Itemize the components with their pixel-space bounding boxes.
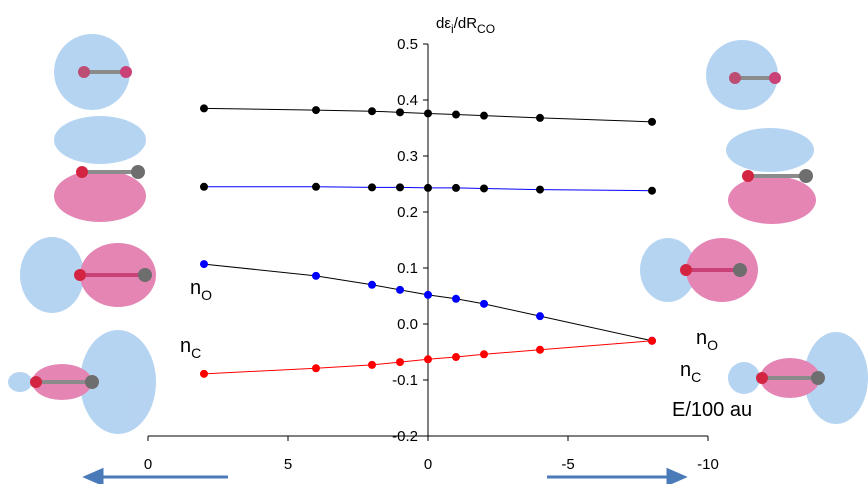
data-point xyxy=(648,117,656,126)
arrows xyxy=(82,467,688,484)
data-point xyxy=(480,350,488,359)
data-point xyxy=(536,185,544,194)
data-point xyxy=(312,182,320,191)
y-tick-label: -0.1 xyxy=(392,372,418,389)
data-point xyxy=(452,294,460,303)
data-point xyxy=(396,358,404,367)
data-point xyxy=(452,183,460,192)
data-point xyxy=(424,109,432,118)
annotation: E/100 au xyxy=(672,399,752,421)
data-point xyxy=(396,108,404,117)
data-point xyxy=(648,336,656,345)
data-point xyxy=(368,360,376,369)
data-point xyxy=(312,271,320,280)
data-point xyxy=(200,369,208,378)
y-tick-label: -0.2 xyxy=(392,428,418,445)
y-tick-label: 0.4 xyxy=(397,92,418,109)
data-point xyxy=(368,183,376,192)
orbital-images xyxy=(8,34,868,434)
data-point xyxy=(452,353,460,362)
annotation: nC xyxy=(680,359,701,385)
data-point xyxy=(200,182,208,191)
x-tick-label: 5 xyxy=(284,456,292,473)
data-point xyxy=(452,110,460,119)
data-point xyxy=(368,107,376,116)
data-point xyxy=(368,280,376,289)
data-point xyxy=(480,299,488,308)
x-tick-label: 0 xyxy=(424,456,432,473)
data-point xyxy=(200,260,208,269)
data-point xyxy=(396,285,404,294)
x-tick-label: -10 xyxy=(697,456,719,473)
data-point xyxy=(424,355,432,364)
y-tick-label: 0.5 xyxy=(397,36,418,53)
chart-title: dεi/dRCO xyxy=(436,15,495,36)
data-point xyxy=(536,113,544,122)
data-point xyxy=(648,186,656,195)
data-point xyxy=(312,364,320,373)
y-tick-label: 0.1 xyxy=(397,260,418,277)
data-point xyxy=(536,312,544,321)
y-tick-label: 0.3 xyxy=(397,148,418,165)
data-point xyxy=(480,111,488,120)
data-point xyxy=(480,184,488,193)
data-point xyxy=(424,183,432,192)
x-tick-label: 0 xyxy=(144,456,152,473)
y-tick-label: 0.2 xyxy=(397,204,418,221)
data-point xyxy=(536,345,544,354)
annotation: nO xyxy=(696,327,718,353)
data-point xyxy=(396,183,404,192)
y-tick-label: 0.0 xyxy=(397,316,418,333)
data-point xyxy=(312,106,320,115)
x-tick-label: -5 xyxy=(561,456,574,473)
data-point xyxy=(424,290,432,299)
annotation: nC xyxy=(180,335,201,361)
data-point xyxy=(200,104,208,113)
annotation: nO xyxy=(190,277,212,303)
